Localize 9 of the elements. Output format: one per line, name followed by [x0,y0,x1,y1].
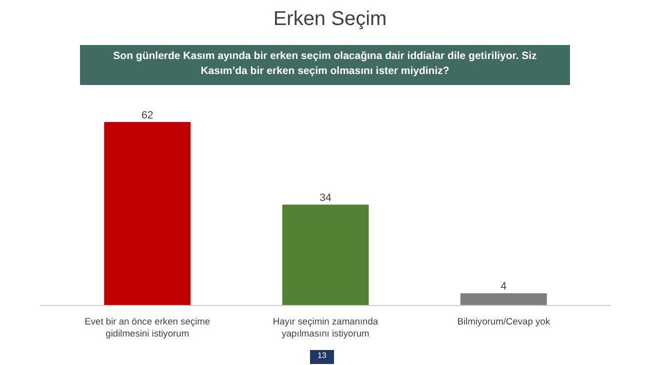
chart-title: Erken Seçim [273,7,387,32]
data-label: 4 [500,280,507,293]
text: 13 [318,350,326,362]
x-tick-label: Bilmiyorum/Cevap yok [457,316,550,326]
data-label: 62 [141,109,154,122]
chart-subtitle: Son günlerde Kasım ayında bir erken seçim olacağına dair iddialar dile getiriliyor. Siz Kasım’da bir erken seçim olmasını ister miydiniz? [112,49,538,79]
data-label: 34 [320,192,332,204]
x-tick-label: Evet bir an önce erken seçime gidilmesini istiyorum [84,316,210,338]
x-tick-label: Hayır seçimin zamanında yapılmasını istiyorum [272,316,379,338]
